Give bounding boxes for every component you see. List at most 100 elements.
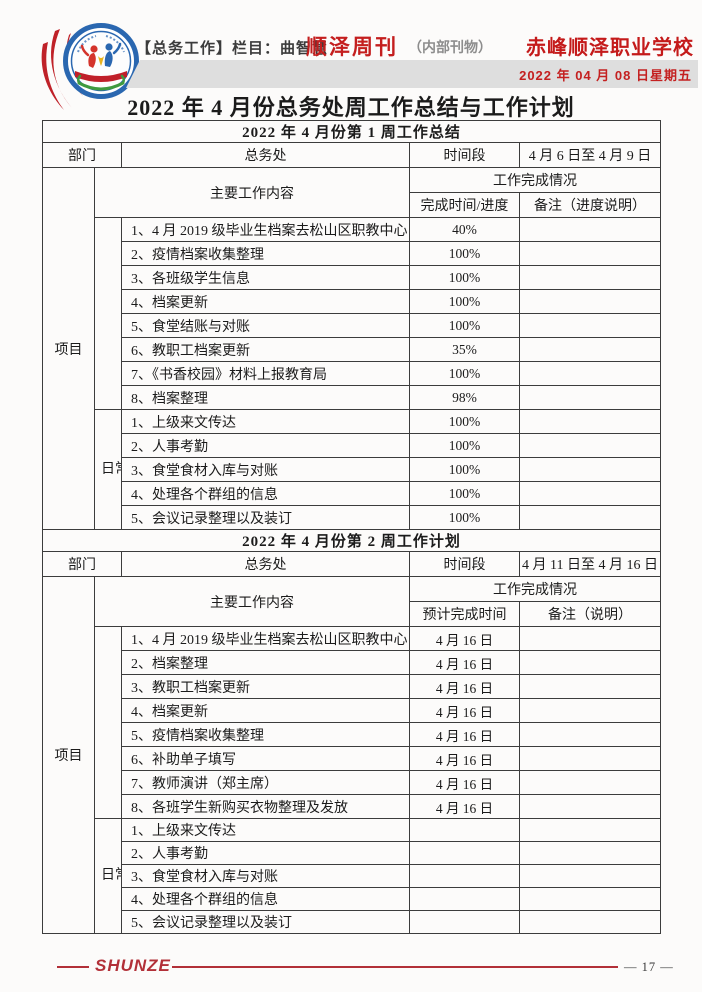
remark-cell [519, 626, 661, 651]
table-row: 7、《书香校园》材料上报教育局 100% [43, 361, 661, 386]
progress-cell: 100% [409, 433, 520, 458]
table-row: 2、疫情档案收集整理 100% [43, 241, 661, 266]
remark-cell [519, 361, 661, 386]
table-row: 5、会议记录整理以及装订 [43, 910, 661, 934]
remark-cell [519, 864, 661, 888]
remark-cell [519, 385, 661, 410]
task-cell: 4、档案更新 [121, 289, 410, 314]
table-row: 8、各班学生新购买衣物整理及发放 4 月 16 日 [43, 794, 661, 819]
task-cell: 7、《书香校园》材料上报教育局 [121, 361, 410, 386]
remark-cell [519, 313, 661, 338]
progress-cell: 100% [409, 505, 520, 530]
remark-cell [519, 457, 661, 482]
task-cell: 4、处理各个群组的信息 [121, 887, 410, 911]
week2-status-header: 工作完成情况 [409, 576, 661, 602]
table-row: 5、食堂结账与对账 100% [43, 313, 661, 338]
progress-cell: 100% [409, 361, 520, 386]
table-row: 4、处理各个群组的信息 100% [43, 481, 661, 506]
footer-rule-left [57, 966, 89, 968]
progress-cell: 100% [409, 313, 520, 338]
table-row: 4、处理各个群组的信息 [43, 887, 661, 911]
page-number: — 17 — [624, 960, 674, 974]
remark-cell [519, 794, 661, 819]
table-row: 日常工作 1、上级来文传达 [43, 818, 661, 934]
remark-cell [519, 770, 661, 795]
week1-daily-label: 日常工作 [94, 409, 122, 530]
time-cell [409, 887, 520, 911]
time-cell: 4 月 16 日 [409, 794, 520, 819]
task-cell: 1、上级来文传达 [121, 409, 410, 434]
week1-main-header: 主要工作内容 [94, 167, 410, 218]
remark-cell [519, 241, 661, 266]
time-cell: 4 月 16 日 [409, 650, 520, 675]
task-cell: 5、会议记录整理以及装订 [121, 505, 410, 530]
week2-dept-value: 总务处 [121, 551, 410, 577]
time-cell: 4 月 16 日 [409, 626, 520, 651]
time-cell [409, 818, 520, 842]
remark-cell [519, 887, 661, 911]
remark-cell [519, 409, 661, 434]
progress-cell: 100% [409, 289, 520, 314]
week1-project-spacer [94, 217, 122, 410]
time-cell: 4 月 16 日 [409, 770, 520, 795]
footer-rule-right [172, 966, 618, 968]
week1-dept-label: 部门 [42, 142, 122, 168]
progress-cell: 100% [409, 265, 520, 290]
table-row: 7、教师演讲（郑主席） 4 月 16 日 [43, 770, 661, 795]
week1-period-value: 4 月 6 日至 4 月 9 日 [519, 142, 661, 168]
week2-period-value: 4 月 11 日至 4 月 16 日 [519, 551, 661, 577]
table-row: 2、人事考勤 [43, 841, 661, 865]
remark-cell [519, 217, 661, 242]
work-table: 2022 年 4 月份第 1 周工作总结 部门 总务处 时间段 4 月 6 日至… [42, 120, 661, 934]
task-cell: 1、上级来文传达 [121, 818, 410, 842]
table-row: 2、人事考勤 100% [43, 433, 661, 458]
week2-project-label: 项目 [42, 576, 95, 934]
header-gray-bar [126, 60, 698, 88]
task-cell: 4、档案更新 [121, 698, 410, 723]
task-cell: 5、疫情档案收集整理 [121, 722, 410, 747]
task-cell: 1、4 月 2019 级毕业生档案去松山区职教中心 [121, 626, 410, 651]
week1-section-title: 2022 年 4 月份第 1 周工作总结 [42, 120, 661, 143]
progress-cell: 40% [409, 217, 520, 242]
table-row: 3、食堂食材入库与对账 100% [43, 457, 661, 482]
week1-subheader-remark: 备注（进度说明） [519, 192, 661, 218]
task-cell: 3、各班级学生信息 [121, 265, 410, 290]
journal-subtitle: （内部刊物） [408, 39, 492, 55]
task-cell: 5、食堂结账与对账 [121, 313, 410, 338]
table-row: 4、档案更新 4 月 16 日 [43, 698, 661, 723]
progress-cell: 100% [409, 241, 520, 266]
progress-cell: 98% [409, 385, 520, 410]
remark-cell [519, 698, 661, 723]
task-cell: 6、补助单子填写 [121, 746, 410, 771]
week2-project-spacer [94, 626, 122, 819]
task-cell: 2、疫情档案收集整理 [121, 241, 410, 266]
table-row: 5、会议记录整理以及装订 100% [43, 505, 661, 530]
remark-cell [519, 289, 661, 314]
remark-cell [519, 722, 661, 747]
time-cell: 4 月 16 日 [409, 674, 520, 699]
remark-cell [519, 674, 661, 699]
task-cell: 3、食堂食材入库与对账 [121, 864, 410, 888]
table-row: 3、食堂食材入库与对账 [43, 864, 661, 888]
header-date: 2022 年 04 月 08 日星期五 [519, 68, 692, 83]
task-cell: 6、教职工档案更新 [121, 337, 410, 362]
task-cell: 2、人事考勤 [121, 433, 410, 458]
progress-cell: 35% [409, 337, 520, 362]
remark-cell [519, 337, 661, 362]
table-row: 3、教职工档案更新 4 月 16 日 [43, 674, 661, 699]
remark-cell [519, 650, 661, 675]
journal-title: 顺泽周刊 [306, 36, 398, 59]
task-cell: 4、处理各个群组的信息 [121, 481, 410, 506]
remark-cell [519, 841, 661, 865]
remark-cell [519, 746, 661, 771]
table-row: 5、疫情档案收集整理 4 月 16 日 [43, 722, 661, 747]
table-row: 1、4 月 2019 级毕业生档案去松山区职教中心 4 月 16 日 [43, 626, 661, 819]
footer-brand: SHUNZE [95, 956, 171, 975]
remark-cell [519, 505, 661, 530]
school-logo-icon [63, 23, 139, 99]
table-row: 1、4 月 2019 级毕业生档案去松山区职教中心 40% [43, 217, 661, 410]
week1-status-header: 工作完成情况 [409, 167, 661, 193]
time-cell: 4 月 16 日 [409, 722, 520, 747]
progress-cell: 100% [409, 457, 520, 482]
